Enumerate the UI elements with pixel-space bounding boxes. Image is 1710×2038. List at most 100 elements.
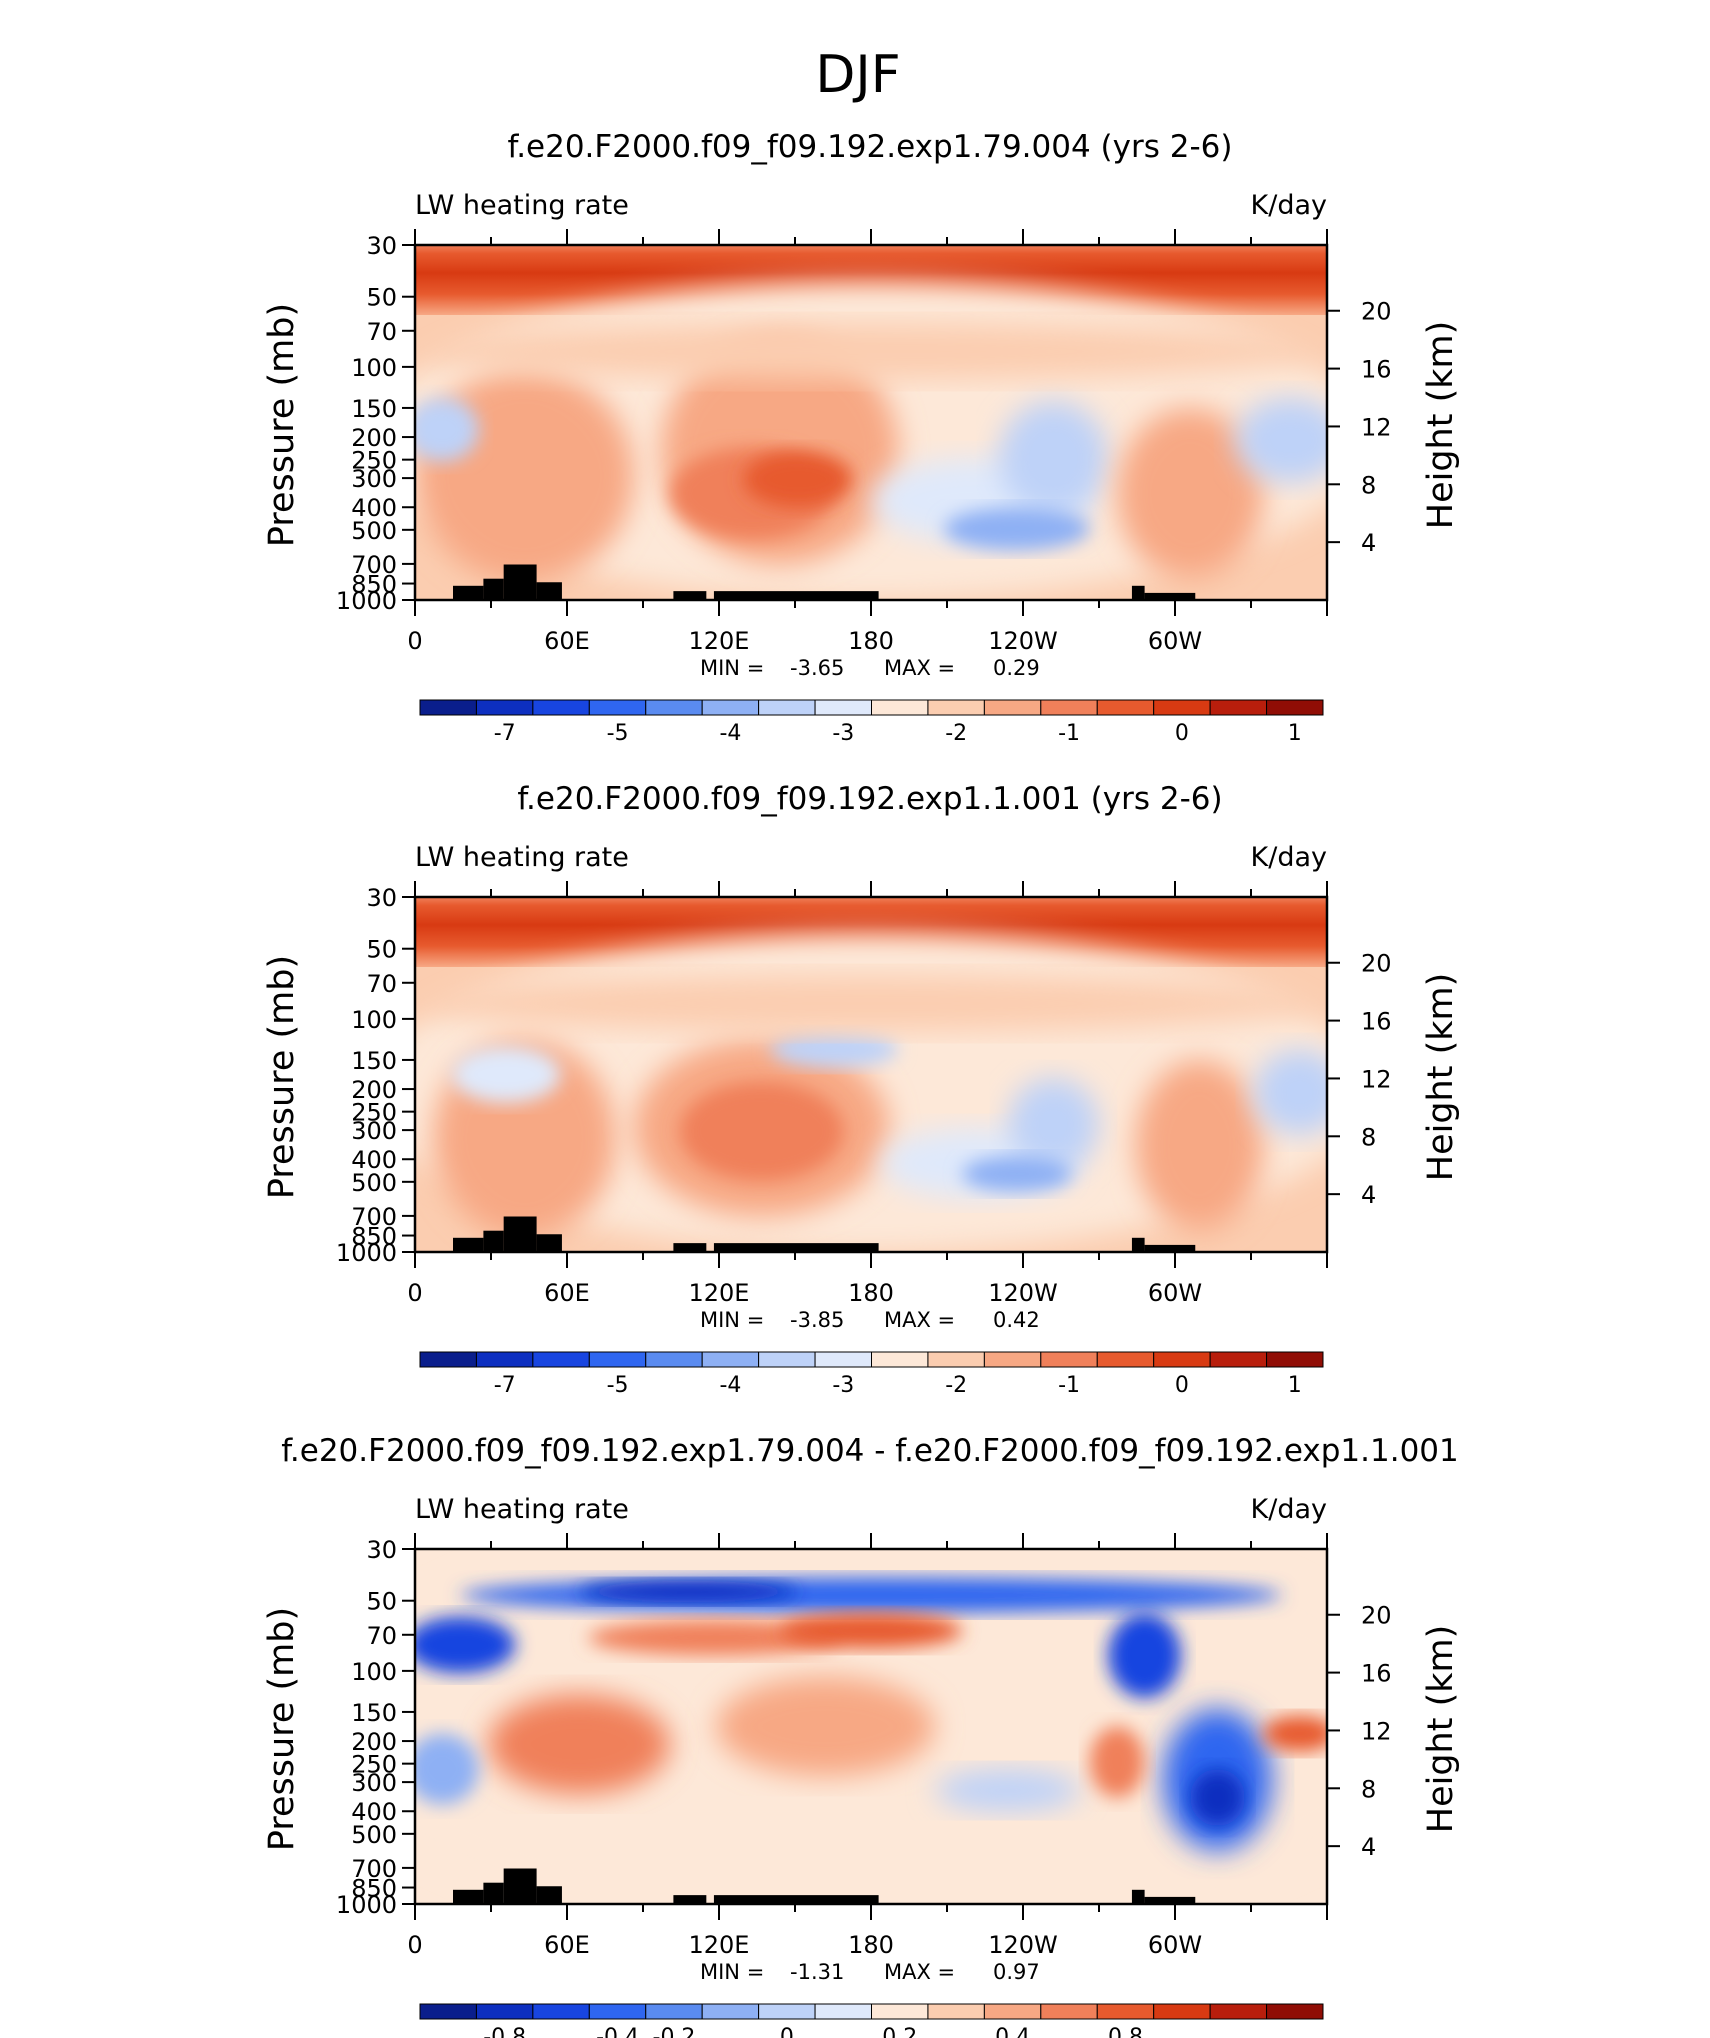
x-tick-label: 60W	[1148, 1931, 1202, 1959]
y-tick-label: 1000	[336, 587, 397, 615]
contour-region	[998, 401, 1109, 515]
y-tick-label: 150	[351, 1699, 397, 1727]
y-tick-label: 850	[351, 1223, 397, 1251]
topography-mask	[1144, 1896, 1196, 1904]
x-tick-label: 120W	[988, 1931, 1058, 1959]
colorbar-swatch	[927, 699, 985, 716]
topography-mask	[503, 564, 537, 600]
topography-mask	[1131, 1237, 1145, 1252]
min-label: MIN =	[700, 1308, 764, 1332]
y2-axis-title: Height (km)	[1421, 973, 1461, 1182]
contour-region	[779, 1612, 963, 1649]
colorbar-label: -7	[494, 1373, 516, 1398]
max-value: 0.29	[993, 656, 1040, 680]
colorbar-swatch	[1209, 1351, 1268, 1368]
colorbar-label: -5	[607, 721, 629, 746]
contour-region	[1108, 1612, 1182, 1699]
colorbar-label: -5	[607, 1373, 629, 1398]
colorbar-swatch	[1096, 699, 1155, 716]
colorbar-label: -2	[945, 721, 967, 746]
x-tick-label: 120E	[689, 627, 750, 655]
contour-region	[743, 450, 853, 508]
colorbar-swatch	[1266, 699, 1324, 716]
topography-mask	[1131, 585, 1145, 600]
topography-mask	[1131, 1889, 1145, 1904]
y2-tick-label: 20	[1361, 950, 1392, 978]
y-tick-label: 100	[351, 354, 397, 382]
colorbar-swatch	[1153, 2003, 1211, 2020]
x-tick-label: 180	[848, 1279, 894, 1307]
colorbar-swatch	[1209, 699, 1268, 716]
y2-tick-label: 12	[1361, 1065, 1392, 1093]
contour-region	[1235, 397, 1327, 483]
y-tick-label: 70	[366, 1622, 397, 1650]
topography-mask	[453, 585, 484, 600]
colorbar-swatch	[701, 2003, 760, 2020]
y2-tick-label: 8	[1361, 1123, 1376, 1151]
topography-mask	[536, 1234, 562, 1252]
topography-mask	[483, 578, 504, 600]
y-tick-label: 30	[366, 884, 397, 912]
y-axis-title: Pressure (mb)	[262, 1607, 302, 1851]
y-tick-label: 50	[366, 936, 397, 964]
topography-mask	[453, 1237, 484, 1252]
y-tick-label: 100	[351, 1658, 397, 1686]
y-tick-label: 250	[351, 1751, 397, 1779]
colorbar-swatch	[475, 699, 534, 716]
colorbar-swatch	[419, 1351, 477, 1368]
y-tick-label: 400	[351, 494, 397, 522]
y2-tick-label: 16	[1361, 1008, 1392, 1036]
y-tick-label: 50	[366, 1588, 397, 1616]
topography-mask	[536, 582, 562, 600]
panel-title: f.e20.F2000.f09_f09.192.exp1.79.004 (yrs…	[508, 129, 1233, 165]
colorbar-swatch	[983, 699, 1042, 716]
y-tick-label: 150	[351, 1047, 397, 1075]
x-tick-label: 180	[848, 1931, 894, 1959]
y-tick-label: 700	[351, 1203, 397, 1231]
colorbar-swatch	[814, 2003, 872, 2020]
colorbar-swatch	[814, 1351, 872, 1368]
colorbar-label: -7	[494, 721, 516, 746]
colorbar-swatch	[475, 2003, 534, 2020]
max-value: 0.42	[993, 1308, 1040, 1332]
colorbar-swatch	[1040, 699, 1098, 716]
colorbar-label: -4	[719, 1373, 741, 1398]
colorbar-swatch	[758, 1351, 816, 1368]
page-title: DJF	[815, 45, 900, 105]
contour-region	[415, 1733, 479, 1805]
y2-tick-label: 4	[1361, 1833, 1376, 1861]
colorbar-swatch	[419, 699, 477, 716]
x-tick-label: 60E	[544, 1279, 590, 1307]
y-tick-label: 500	[351, 1821, 397, 1849]
colorbar-label: -1	[1058, 1373, 1080, 1398]
colorbar-label: 1	[1288, 1373, 1302, 1398]
variable-label: LW heating rate	[415, 190, 629, 221]
y-tick-label: 400	[351, 1798, 397, 1826]
colorbar-label: 0	[1175, 1373, 1189, 1398]
y-tick-label: 850	[351, 1875, 397, 1903]
topography-mask	[1144, 1244, 1196, 1252]
colorbar-swatch	[814, 699, 872, 716]
colorbar-swatch	[588, 2003, 647, 2020]
colorbar-label: 0	[1175, 721, 1189, 746]
panel-3: f.e20.F2000.f09_f09.192.exp1.79.004 - f.…	[262, 1433, 1461, 2038]
colorbar-swatch	[758, 2003, 816, 2020]
topography-mask	[673, 1243, 707, 1252]
colorbar-swatch	[701, 699, 760, 716]
colorbar-swatch	[1096, 1351, 1155, 1368]
x-tick-label: 0	[407, 627, 422, 655]
x-tick-label: 120W	[988, 1279, 1058, 1307]
colorbar-swatch	[645, 1351, 703, 1368]
contour-region	[415, 1616, 516, 1674]
x-tick-label: 60W	[1148, 627, 1202, 655]
contour-region	[487, 1694, 671, 1794]
y2-tick-label: 16	[1361, 356, 1392, 384]
topography-mask	[536, 1886, 562, 1904]
colorbar-swatch	[588, 1351, 647, 1368]
colorbar-label: -3	[832, 1373, 854, 1398]
topography-mask	[503, 1216, 537, 1252]
contour-region	[415, 975, 1327, 1032]
y2-tick-label: 8	[1361, 1775, 1376, 1803]
heatmap-field	[415, 1549, 1327, 1904]
